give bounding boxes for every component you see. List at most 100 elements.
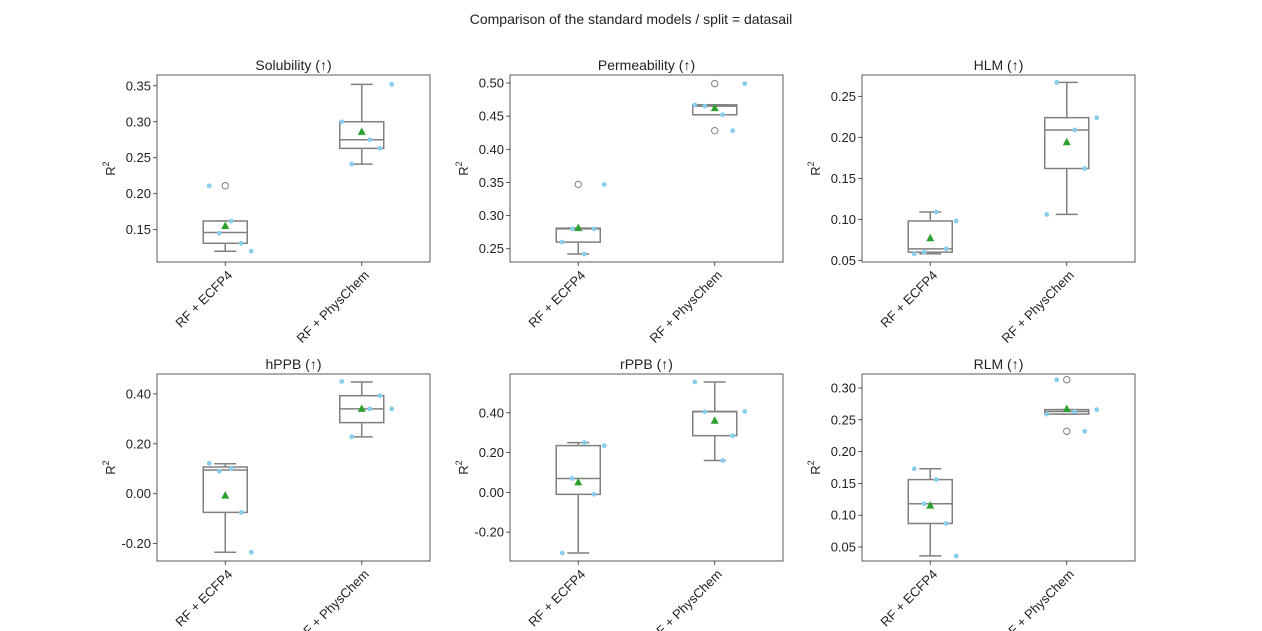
data-point: [1054, 377, 1060, 383]
subplot-title: HLM (↑): [974, 57, 1024, 73]
mean-marker: [221, 221, 230, 230]
y-tick-label: 0.50: [479, 75, 504, 90]
axes-frame: [156, 373, 431, 562]
x-tick-label: RF + ECFP4: [877, 268, 940, 331]
x-tick-label: RF + ECFP4: [172, 268, 235, 331]
subplot-title: hPPB (↑): [265, 356, 321, 372]
subplot-title: rPPB (↑): [620, 356, 673, 372]
outlier-marker: [1063, 427, 1071, 435]
data-point: [216, 230, 222, 236]
data-point: [238, 509, 244, 515]
subplot-2: HLM (↑) 0.05 0.10 0.15 0.20 0.25 R2 RF + ECFP4 R…: [806, 57, 1136, 346]
subplot-1: Permeability (↑) 0.25 0.30 0.35 0.40 0.45 0.50…: [454, 57, 784, 346]
data-point: [206, 460, 212, 466]
y-tick-label: 0.10: [831, 212, 856, 227]
subplot-title: RLM (↑): [974, 356, 1024, 372]
data-point: [1082, 166, 1088, 171]
data-point: [367, 137, 373, 143]
y-axis-label-base: R: [103, 166, 118, 175]
y-axis-label-base: R: [103, 465, 118, 474]
box-group-1: RF + PhysChem: [999, 376, 1100, 631]
axes-frame: [861, 373, 1136, 562]
data-point: [1094, 115, 1100, 121]
y-tick-label: 0.40: [479, 142, 504, 157]
data-point: [389, 406, 395, 412]
subplot-title: Permeability (↑): [598, 57, 695, 73]
data-point: [1044, 411, 1050, 417]
data-point: [377, 145, 383, 151]
data-point: [943, 246, 949, 252]
data-point: [702, 103, 708, 109]
subplot-title: Solubility (↑): [255, 57, 331, 73]
data-point: [349, 161, 355, 167]
data-point: [742, 81, 748, 87]
data-point: [953, 553, 959, 559]
mean-marker: [1062, 404, 1071, 412]
data-point: [601, 443, 607, 449]
x-tick-label: RF + ECFP4: [525, 567, 588, 630]
data-point: [591, 491, 597, 497]
data-point: [1094, 407, 1100, 413]
y-axis-label-superscript: 2: [101, 161, 111, 166]
x-tick-label: RF + PhysChem: [999, 567, 1077, 631]
box-group-1: RF + PhysChem: [999, 79, 1100, 346]
data-point: [581, 251, 587, 257]
y-tick-label: 0.40: [126, 386, 151, 401]
box-group-1: RF + PhysChem: [294, 81, 395, 346]
axes-frame: [156, 74, 431, 263]
y-tick-label: 0.25: [831, 412, 856, 427]
data-point: [559, 550, 565, 556]
data-point: [742, 409, 748, 414]
y-tick-label: 0.30: [479, 208, 504, 223]
y-tick-label: 0.30: [126, 114, 151, 129]
outlier-marker: [221, 182, 229, 190]
box-group-0: RF + ECFP4: [525, 180, 607, 331]
box-group-0: RF + ECFP4: [877, 209, 959, 331]
box-group-0: RF + ECFP4: [172, 182, 254, 331]
outlier-marker: [711, 127, 719, 135]
y-axis-label: R2: [454, 460, 471, 474]
mean-marker: [221, 491, 230, 499]
y-tick-label: 0.00: [126, 486, 151, 501]
data-point: [720, 112, 726, 118]
x-tick-label: RF + PhysChem: [999, 268, 1077, 346]
y-tick-label: 0.30: [831, 380, 856, 395]
y-tick-label: 0.10: [831, 508, 856, 523]
data-point: [569, 226, 575, 232]
y-tick-label: 0.00: [479, 485, 504, 500]
data-point: [238, 240, 244, 246]
y-tick-label: 0.05: [831, 253, 856, 268]
data-point: [953, 218, 959, 224]
outlier-marker: [574, 180, 582, 189]
data-point: [730, 128, 736, 134]
data-point: [559, 239, 565, 245]
y-tick-label: 0.20: [479, 445, 504, 460]
data-point: [367, 406, 373, 412]
x-tick-label: RF + ECFP4: [525, 268, 588, 331]
y-axis-label-superscript: 2: [806, 460, 816, 465]
data-point: [911, 251, 917, 257]
y-tick-label: 0.15: [126, 222, 151, 237]
iqr-box: [202, 466, 248, 514]
mean-marker: [926, 501, 935, 509]
data-point: [692, 102, 698, 108]
data-point: [339, 119, 345, 125]
subplot-0: Solubility (↑) 0.15 0.20 0.25 0.30 0.35 R2 RF +…: [101, 57, 431, 346]
data-point: [720, 458, 726, 463]
y-axis-label: R2: [101, 161, 118, 175]
data-point: [206, 183, 212, 189]
data-point: [921, 501, 927, 507]
subplot-5: RLM (↑) 0.05 0.10 0.15 0.20 0.25 0.30 R2 RF + EC…: [806, 356, 1136, 631]
data-point: [1072, 127, 1078, 133]
data-point: [911, 466, 917, 472]
data-point: [1044, 212, 1050, 217]
data-point: [1054, 79, 1060, 85]
box-group-1: RF + PhysChem: [294, 379, 395, 631]
y-tick-label: 0.20: [831, 444, 856, 459]
y-tick-label: 0.25: [479, 241, 504, 256]
mean-marker: [710, 103, 719, 112]
x-tick-label: RF + PhysChem: [294, 268, 372, 346]
mean-marker: [1062, 137, 1071, 146]
y-axis-label-base: R: [808, 465, 823, 474]
x-tick-label: RF + PhysChem: [294, 567, 372, 631]
